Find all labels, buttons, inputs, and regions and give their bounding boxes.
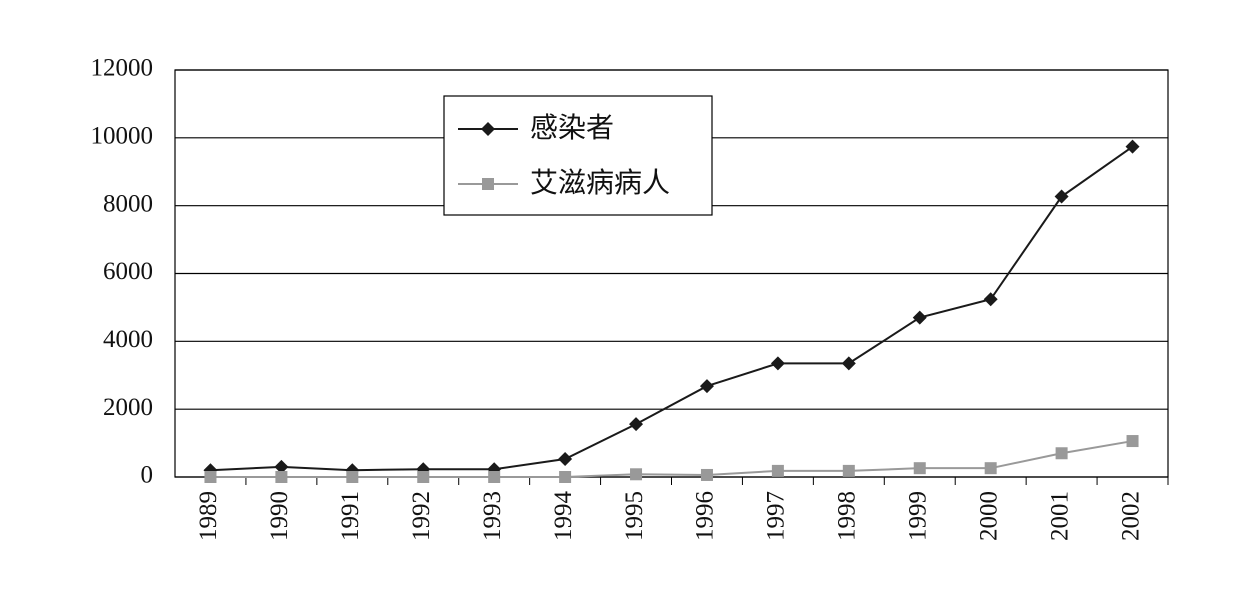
y-tick-label: 12000: [91, 55, 154, 82]
legend-label: 艾滋病病人: [530, 166, 670, 199]
data-point: [1126, 435, 1139, 448]
x-tick-label: 1999: [904, 491, 931, 541]
series-line: [210, 145, 1134, 472]
data-point: [630, 468, 643, 481]
data-point: [1055, 447, 1068, 460]
legend-label: 感染者: [530, 111, 614, 144]
y-tick-label: 2000: [103, 394, 153, 421]
data-point: [841, 356, 856, 371]
y-tick-label: 0: [141, 462, 154, 489]
data-point: [912, 310, 927, 325]
x-tick-label: 1990: [266, 491, 293, 541]
x-tick-label: 1993: [479, 491, 506, 541]
data-point: [346, 471, 359, 483]
data-point: [842, 464, 855, 477]
x-tick-label: 1994: [550, 491, 577, 542]
x-tick-label: 1995: [621, 491, 648, 541]
y-tick-label: 10000: [91, 123, 154, 150]
x-tick-label: 1998: [834, 491, 861, 541]
x-tick-label: 1989: [195, 491, 222, 541]
x-tick-label: 1992: [408, 491, 435, 541]
data-point: [629, 417, 644, 432]
legend-marker: [481, 122, 495, 136]
x-tick-label: 1996: [692, 491, 719, 541]
data-point: [700, 468, 713, 481]
data-point: [699, 379, 714, 394]
y-tick-label: 8000: [103, 190, 153, 217]
data-point: [913, 462, 926, 475]
data-point: [771, 464, 784, 477]
data-point: [770, 356, 785, 371]
x-tick-label: 1991: [337, 491, 364, 541]
y-tick-label: 4000: [103, 326, 153, 353]
data-point: [1054, 189, 1069, 204]
x-tick-label: 2002: [1117, 491, 1144, 541]
x-tick-label: 2000: [975, 491, 1002, 541]
y-tick-label: 6000: [103, 258, 153, 285]
data-point: [204, 471, 217, 483]
data-point: [984, 462, 997, 475]
data-point: [275, 471, 288, 483]
data-point: [559, 471, 572, 483]
x-tick-label: 2001: [1046, 491, 1073, 541]
legend-box: [443, 95, 713, 216]
data-point: [274, 459, 289, 474]
data-point: [983, 292, 998, 307]
series-line: [210, 440, 1133, 478]
data-point: [488, 471, 501, 483]
data-point: [1125, 139, 1140, 154]
legend-marker: [482, 178, 494, 190]
data-point: [417, 471, 430, 483]
x-tick-label: 1997: [763, 491, 790, 541]
data-point: [558, 452, 573, 467]
